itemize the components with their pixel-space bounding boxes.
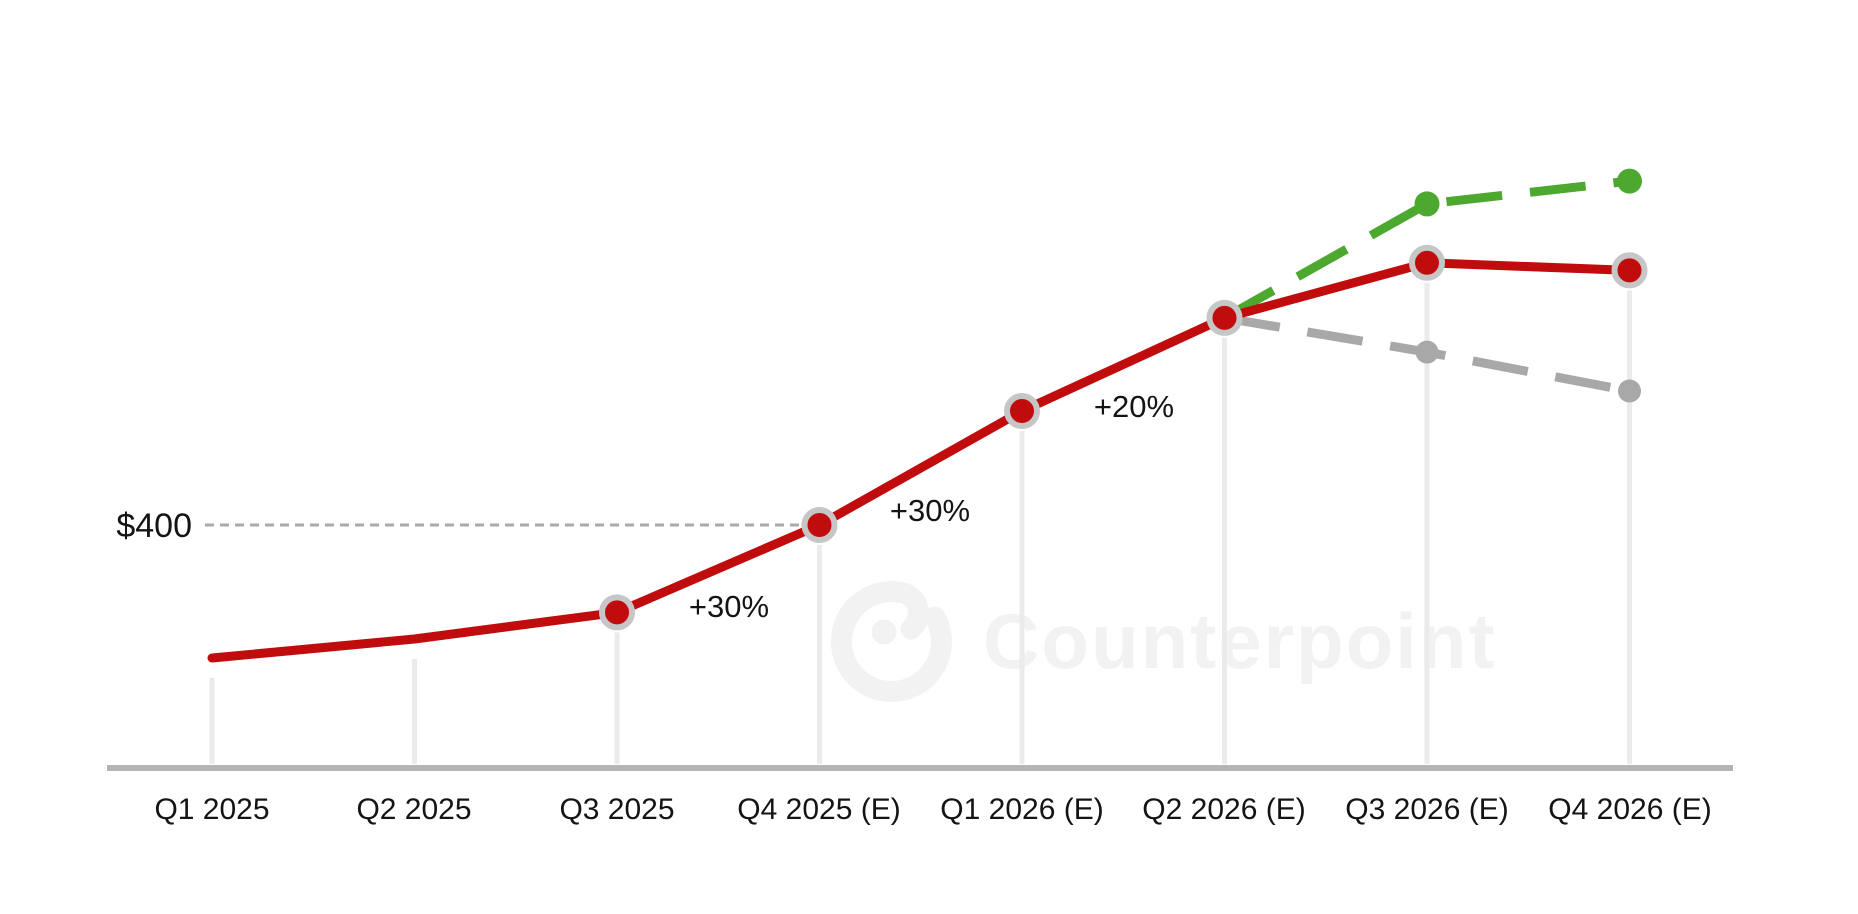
upside-scenario-green-line xyxy=(1222,176,1631,322)
base-forecast-red-marker-5 xyxy=(1206,299,1243,336)
base-forecast-red-marker-4 xyxy=(1004,393,1040,429)
x-axis-label-q2-2025: Q2 2025 xyxy=(356,793,471,826)
upside-scenario-green-marker-1 xyxy=(1414,191,1440,217)
growth-annotation-q4-2025: +30% xyxy=(890,493,970,528)
counterpoint-logo-icon xyxy=(831,581,952,703)
downside-scenario-gray-marker-2 xyxy=(1618,379,1641,403)
base-forecast-red-marker-7 xyxy=(1611,252,1648,289)
x-axis-label-q3-2025: Q3 2025 xyxy=(559,793,674,826)
watermark-text: Counterpoint xyxy=(983,597,1497,685)
x-axis-label-q4-2026: Q4 2026 (E) xyxy=(1548,793,1711,826)
watermark: Counterpoint xyxy=(831,581,1497,703)
growth-annotation-q3-2025: +30% xyxy=(689,589,769,624)
x-axis-label-q1-2026: Q1 2026 (E) xyxy=(940,793,1103,826)
upside-scenario-green-marker-2 xyxy=(1617,168,1642,194)
base-forecast-red-marker-6 xyxy=(1409,244,1445,281)
x-axis-label-q1-2025: Q1 2025 xyxy=(154,793,269,826)
base-forecast-red-line xyxy=(207,258,1634,663)
x-axis-label-q4-2025: Q4 2025 (E) xyxy=(737,793,900,826)
x-axis-label-q3-2026: Q3 2026 (E) xyxy=(1345,793,1508,826)
base-forecast-red-marker-2 xyxy=(599,594,635,631)
growth-annotation-q1-2026: +20% xyxy=(1094,389,1174,424)
base-forecast-red-marker-3 xyxy=(801,507,838,543)
x-axis-label-q2-2026: Q2 2026 (E) xyxy=(1142,793,1305,826)
downside-scenario-gray-marker-1 xyxy=(1415,340,1439,364)
reference-value-label: $400 xyxy=(116,507,192,545)
